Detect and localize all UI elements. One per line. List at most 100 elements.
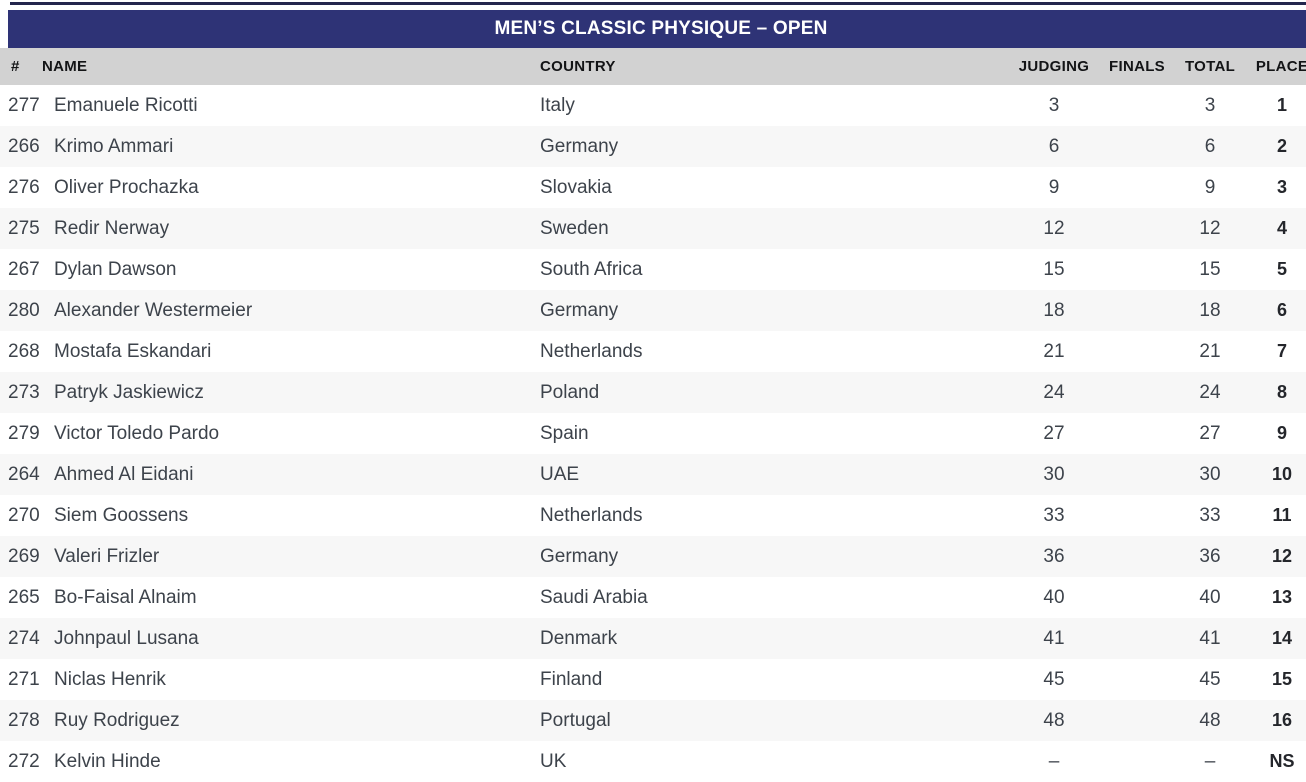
- table-row: 279 Victor Toledo Pardo Spain 27 27 9: [0, 413, 1306, 454]
- cell-judging-score: 41: [1043, 627, 1065, 649]
- cell-name: Alexander Westermeier: [54, 299, 253, 321]
- cell-finals-score: [1104, 577, 1170, 618]
- cell-total-score: 33: [1199, 504, 1221, 526]
- cell-country: Sweden: [540, 217, 609, 239]
- table-row: 267 Dylan Dawson South Africa 15 15 5: [0, 249, 1306, 290]
- cell-judging-score: 33: [1043, 504, 1065, 526]
- results-table-body: 277 Emanuele Ricotti Italy 3 3 1 266 Kri…: [0, 85, 1306, 782]
- cell-total-score: 27: [1199, 422, 1221, 444]
- cell-country: Netherlands: [540, 340, 643, 362]
- page-title: MEN’S CLASSIC PHYSIQUE – OPEN: [494, 18, 828, 39]
- cell-country: South Africa: [540, 258, 643, 280]
- column-header-country: COUNTRY: [530, 48, 1004, 85]
- cell-total-score: 48: [1199, 709, 1221, 731]
- cell-competitor-number: 272: [8, 750, 40, 772]
- top-border-line: [10, 2, 1306, 5]
- cell-competitor-number: 270: [8, 504, 40, 526]
- cell-competitor-number: 274: [8, 627, 40, 649]
- cell-competitor-number: 275: [8, 217, 40, 239]
- table-row: 273 Patryk Jaskiewicz Poland 24 24 8: [0, 372, 1306, 413]
- column-header-number: #: [0, 48, 40, 85]
- cell-country: Germany: [540, 545, 619, 567]
- cell-finals-score: [1104, 700, 1170, 741]
- cell-finals-score: [1104, 413, 1170, 454]
- table-row: 276 Oliver Prochazka Slovakia 9 9 3: [0, 167, 1306, 208]
- cell-place: 10: [1271, 464, 1293, 484]
- cell-name: Redir Nerway: [54, 217, 170, 239]
- cell-name: Patryk Jaskiewicz: [54, 381, 204, 403]
- cell-country: UK: [540, 750, 567, 772]
- results-panel: MEN’S CLASSIC PHYSIQUE – OPEN # NAME COU…: [0, 10, 1306, 782]
- cell-finals-score: [1104, 249, 1170, 290]
- table-header-row: # NAME COUNTRY JUDGING FINALS TOTAL PLAC…: [0, 48, 1306, 85]
- cell-place: 7: [1276, 341, 1287, 361]
- cell-finals-score: [1104, 454, 1170, 495]
- category-title-bar: MEN’S CLASSIC PHYSIQUE – OPEN: [8, 10, 1306, 48]
- cell-place: NS: [1269, 751, 1295, 771]
- cell-country: Germany: [540, 135, 619, 157]
- cell-name: Siem Goossens: [54, 504, 189, 526]
- cell-place: 5: [1276, 259, 1287, 279]
- cell-finals-score: [1104, 331, 1170, 372]
- cell-judging-score: 15: [1043, 258, 1065, 280]
- cell-finals-score: [1104, 85, 1170, 126]
- cell-competitor-number: 264: [8, 463, 40, 485]
- cell-name: Victor Toledo Pardo: [54, 422, 220, 444]
- table-row: 278 Ruy Rodriguez Portugal 48 48 16: [0, 700, 1306, 741]
- cell-country: Portugal: [540, 709, 611, 731]
- cell-country: Spain: [540, 422, 589, 444]
- table-row: 266 Krimo Ammari Germany 6 6 2: [0, 126, 1306, 167]
- table-row: 271 Niclas Henrik Finland 45 45 15: [0, 659, 1306, 700]
- table-row: 268 Mostafa Eskandari Netherlands 21 21 …: [0, 331, 1306, 372]
- cell-competitor-number: 277: [8, 94, 40, 116]
- table-row: 280 Alexander Westermeier Germany 18 18 …: [0, 290, 1306, 331]
- cell-judging-score: 24: [1043, 381, 1065, 403]
- table-row: 275 Redir Nerway Sweden 12 12 4: [0, 208, 1306, 249]
- cell-total-score: 18: [1199, 299, 1221, 321]
- cell-total-score: 30: [1199, 463, 1221, 485]
- cell-competitor-number: 279: [8, 422, 40, 444]
- cell-total-score: 12: [1199, 217, 1221, 239]
- cell-competitor-number: 265: [8, 586, 40, 608]
- cell-country: Italy: [540, 94, 575, 116]
- cell-name: Niclas Henrik: [54, 668, 166, 690]
- cell-name: Dylan Dawson: [54, 258, 177, 280]
- cell-place: 8: [1276, 382, 1287, 402]
- cell-total-score: 40: [1199, 586, 1221, 608]
- cell-finals-score: [1104, 126, 1170, 167]
- cell-name: Bo-Faisal Alnaim: [54, 586, 197, 608]
- column-header-judging: JUDGING: [1004, 48, 1104, 85]
- cell-country: Finland: [540, 668, 603, 690]
- cell-place: 9: [1276, 423, 1287, 443]
- cell-competitor-number: 278: [8, 709, 40, 731]
- cell-competitor-number: 280: [8, 299, 40, 321]
- cell-total-score: 45: [1199, 668, 1221, 690]
- cell-finals-score: [1104, 167, 1170, 208]
- cell-finals-score: [1104, 536, 1170, 577]
- cell-total-score: 3: [1204, 94, 1216, 116]
- table-row: 277 Emanuele Ricotti Italy 3 3 1: [0, 85, 1306, 126]
- cell-judging-score: 21: [1043, 340, 1065, 362]
- cell-judging-score: 6: [1048, 135, 1060, 157]
- cell-total-score: –: [1204, 750, 1216, 772]
- cell-judging-score: 45: [1043, 668, 1065, 690]
- table-row: 264 Ahmed Al Eidani UAE 30 30 10: [0, 454, 1306, 495]
- cell-country: Netherlands: [540, 504, 643, 526]
- cell-name: Emanuele Ricotti: [54, 94, 198, 116]
- cell-competitor-number: 266: [8, 135, 40, 157]
- cell-place: 13: [1271, 587, 1293, 607]
- cell-competitor-number: 276: [8, 176, 40, 198]
- table-row: 274 Johnpaul Lusana Denmark 41 41 14: [0, 618, 1306, 659]
- cell-total-score: 36: [1199, 545, 1221, 567]
- cell-judging-score: –: [1048, 750, 1060, 772]
- cell-judging-score: 3: [1048, 94, 1060, 116]
- column-header-total: TOTAL: [1170, 48, 1250, 85]
- cell-competitor-number: 267: [8, 258, 40, 280]
- cell-place: 16: [1271, 710, 1293, 730]
- cell-place: 12: [1271, 546, 1293, 566]
- cell-name: Oliver Prochazka: [54, 176, 199, 198]
- cell-judging-score: 36: [1043, 545, 1065, 567]
- cell-competitor-number: 271: [8, 668, 40, 690]
- cell-place: 6: [1276, 300, 1287, 320]
- cell-competitor-number: 273: [8, 381, 40, 403]
